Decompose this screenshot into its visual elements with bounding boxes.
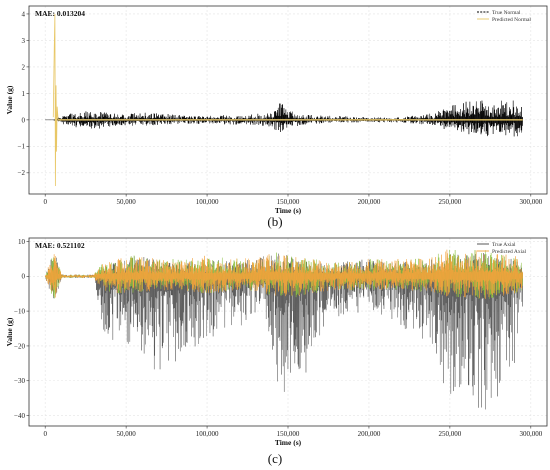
series-traces (44, 249, 523, 410)
y-tick-label: 2 (22, 63, 26, 71)
y-tick-label: 1 (22, 90, 26, 98)
legend-entry: Predicted Axial (492, 249, 527, 255)
x-tick-label: 300,000 (519, 430, 542, 438)
x-tick-label: 250,000 (439, 198, 462, 206)
y-tick-label: 4 (22, 10, 26, 18)
y-axis-label: Value (g) (5, 317, 14, 346)
y-tick-label: 3 (22, 37, 26, 45)
x-tick-label: 150,000 (277, 198, 300, 206)
chart-panel-b: 0 50,000 100,000 150,000 200,000 250,000 300,0… (5, 5, 548, 229)
x-tick-label: 0 (43, 198, 47, 206)
axes-ticks: 0 50,000 100,000 150,000 200,000 250,000 300,0… (14, 238, 543, 438)
y-tick-label: −1 (18, 143, 26, 151)
x-tick-label: 50,000 (117, 430, 137, 438)
y-tick-label: 0 (22, 273, 26, 281)
mae-annotation: MAE: 0.013204 (35, 9, 85, 18)
y-tick-label: −30 (14, 377, 25, 385)
x-tick-label: 250,000 (439, 430, 462, 438)
panel-caption: (c) (268, 451, 282, 466)
panel-caption: (b) (267, 214, 282, 229)
x-axis-label: Time (s) (275, 206, 302, 215)
chart-panel-c: 0 50,000 100,000 150,000 200,000 250,000 300,0… (5, 237, 548, 466)
grid (29, 6, 547, 194)
y-axis-label: Value (g) (5, 85, 14, 114)
series-line-predicted-normal-spike (52, 13, 59, 187)
y-tick-label: −10 (14, 308, 25, 316)
y-tick-label: −20 (14, 342, 25, 350)
x-tick-label: 200,000 (358, 198, 381, 206)
series-line-predicted-axial (44, 249, 523, 300)
axes-ticks: 0 50,000 100,000 150,000 200,000 250,000 300,0… (18, 10, 543, 206)
y-tick-label: 10 (18, 238, 26, 246)
y-tick-label: −2 (18, 169, 26, 177)
series-line-true-normal (45, 100, 523, 137)
y-tick-label: −40 (14, 412, 25, 420)
series-traces (45, 13, 523, 187)
y-tick-label: 0 (22, 116, 26, 124)
x-tick-label: 300,000 (519, 198, 542, 206)
x-axis-label: Time (s) (275, 438, 302, 447)
x-tick-label: 100,000 (196, 430, 219, 438)
x-tick-label: 100,000 (196, 198, 219, 206)
x-tick-label: 200,000 (358, 430, 381, 438)
legend-entry: True Normal (492, 10, 521, 16)
legend-entry: Predicted Normal (492, 17, 531, 23)
mae-annotation: MAE: 0.521102 (35, 241, 85, 250)
x-tick-label: 50,000 (117, 198, 137, 206)
legend-entry: True Axial (492, 242, 516, 248)
x-tick-label: 0 (43, 430, 47, 438)
x-tick-label: 150,000 (277, 430, 300, 438)
